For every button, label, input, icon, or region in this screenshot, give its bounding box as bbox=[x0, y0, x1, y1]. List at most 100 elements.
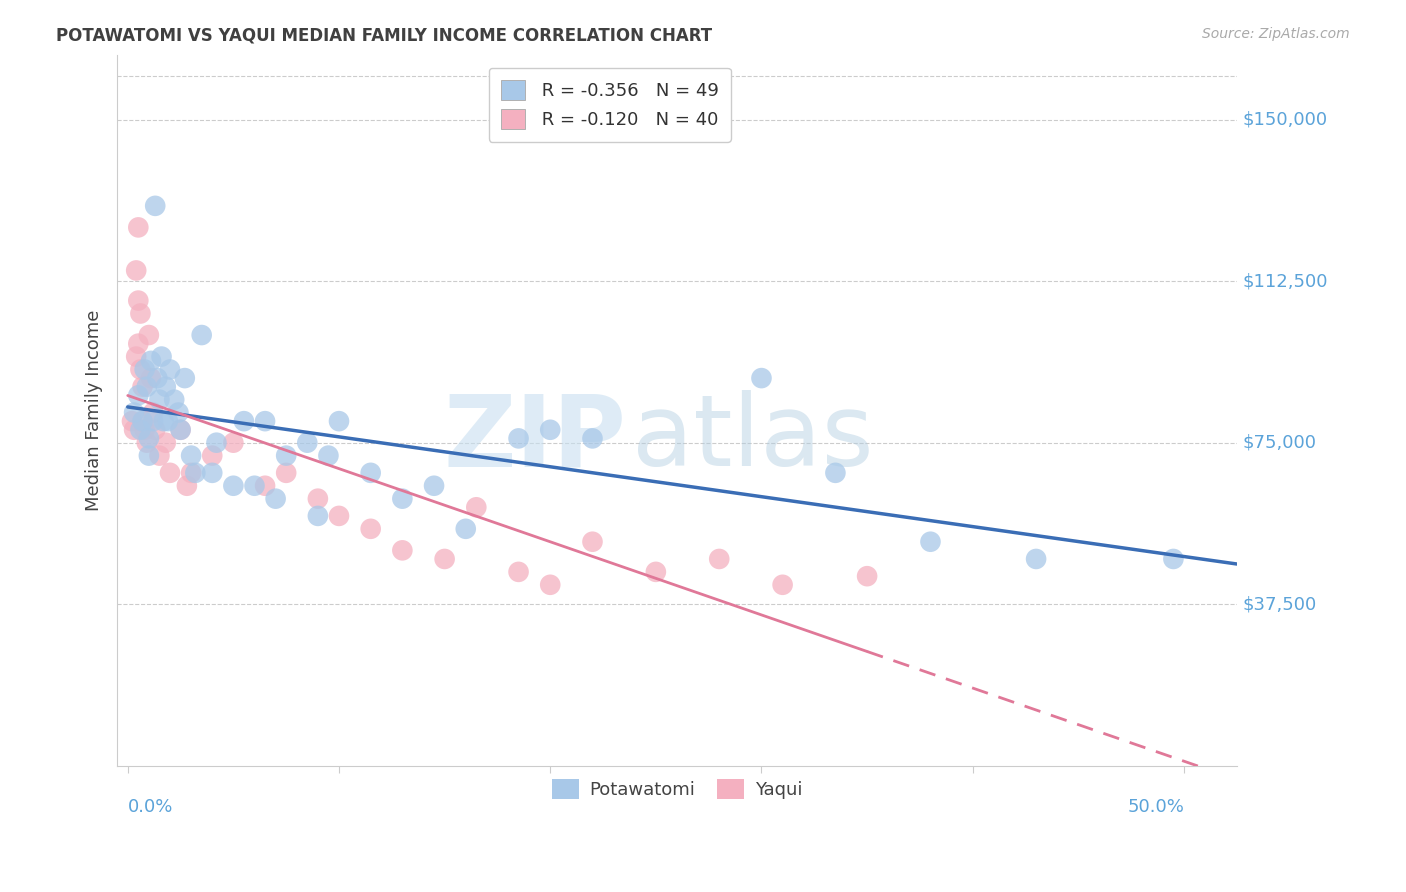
Point bbox=[127, 293, 149, 308]
Text: 0.0%: 0.0% bbox=[128, 797, 173, 815]
Point bbox=[142, 414, 165, 428]
Text: $112,500: $112,500 bbox=[1243, 272, 1327, 290]
Point bbox=[222, 435, 245, 450]
Point bbox=[134, 362, 156, 376]
Y-axis label: Median Family Income: Median Family Income bbox=[86, 310, 103, 511]
Point bbox=[1025, 552, 1047, 566]
Point bbox=[184, 466, 207, 480]
Point bbox=[201, 449, 224, 463]
Point bbox=[276, 466, 298, 480]
Point bbox=[920, 534, 942, 549]
Point bbox=[173, 371, 195, 385]
Text: $150,000: $150,000 bbox=[1243, 111, 1327, 128]
Point bbox=[139, 371, 162, 385]
Point bbox=[508, 565, 530, 579]
Point bbox=[391, 543, 413, 558]
Point bbox=[465, 500, 488, 515]
Point bbox=[232, 414, 254, 428]
Point bbox=[131, 414, 153, 428]
Text: $75,000: $75,000 bbox=[1243, 434, 1316, 451]
Point bbox=[163, 392, 186, 407]
Point bbox=[135, 380, 157, 394]
Point bbox=[169, 423, 191, 437]
Point bbox=[152, 414, 174, 428]
Point bbox=[148, 449, 170, 463]
Point bbox=[159, 466, 181, 480]
Point bbox=[167, 405, 190, 419]
Point bbox=[159, 362, 181, 376]
Point bbox=[135, 435, 157, 450]
Text: ZIP: ZIP bbox=[444, 391, 627, 487]
Point bbox=[709, 552, 731, 566]
Legend: Potawatomi, Yaqui: Potawatomi, Yaqui bbox=[544, 772, 810, 806]
Point bbox=[122, 423, 145, 437]
Text: POTAWATOMI VS YAQUI MEDIAN FAMILY INCOME CORRELATION CHART: POTAWATOMI VS YAQUI MEDIAN FAMILY INCOME… bbox=[56, 27, 713, 45]
Point bbox=[205, 435, 228, 450]
Point bbox=[129, 306, 152, 320]
Point bbox=[131, 380, 153, 394]
Point bbox=[148, 392, 170, 407]
Point bbox=[176, 479, 198, 493]
Point bbox=[131, 414, 153, 428]
Point bbox=[454, 522, 477, 536]
Point bbox=[360, 466, 382, 480]
Point bbox=[772, 578, 794, 592]
Text: 50.0%: 50.0% bbox=[1128, 797, 1184, 815]
Point bbox=[581, 534, 603, 549]
Point bbox=[538, 423, 561, 437]
Point bbox=[856, 569, 879, 583]
Point bbox=[139, 354, 162, 368]
Point bbox=[143, 423, 166, 437]
Point bbox=[423, 479, 446, 493]
Point bbox=[138, 449, 160, 463]
Point bbox=[391, 491, 413, 506]
Point bbox=[297, 435, 319, 450]
Point bbox=[127, 388, 149, 402]
Point bbox=[307, 491, 329, 506]
Point bbox=[180, 466, 202, 480]
Point bbox=[360, 522, 382, 536]
Point bbox=[155, 435, 177, 450]
Point bbox=[254, 414, 277, 428]
Point bbox=[644, 565, 666, 579]
Point bbox=[276, 449, 298, 463]
Point bbox=[143, 199, 166, 213]
Point bbox=[129, 362, 152, 376]
Point bbox=[129, 423, 152, 437]
Point bbox=[328, 414, 350, 428]
Point bbox=[122, 405, 145, 419]
Point bbox=[243, 479, 266, 493]
Point bbox=[1163, 552, 1185, 566]
Point bbox=[125, 263, 148, 277]
Point bbox=[254, 479, 277, 493]
Point bbox=[150, 350, 173, 364]
Point bbox=[824, 466, 846, 480]
Point bbox=[121, 414, 143, 428]
Point bbox=[156, 414, 179, 428]
Point bbox=[751, 371, 773, 385]
Point bbox=[328, 508, 350, 523]
Point bbox=[138, 431, 160, 445]
Point bbox=[125, 350, 148, 364]
Point bbox=[138, 328, 160, 343]
Point bbox=[581, 431, 603, 445]
Point bbox=[201, 466, 224, 480]
Point bbox=[190, 328, 212, 343]
Text: $37,500: $37,500 bbox=[1243, 595, 1316, 613]
Point bbox=[538, 578, 561, 592]
Point bbox=[127, 220, 149, 235]
Point bbox=[307, 508, 329, 523]
Point bbox=[146, 371, 169, 385]
Point bbox=[508, 431, 530, 445]
Point bbox=[169, 423, 191, 437]
Point bbox=[142, 405, 165, 419]
Point bbox=[180, 449, 202, 463]
Point bbox=[155, 380, 177, 394]
Text: Source: ZipAtlas.com: Source: ZipAtlas.com bbox=[1202, 27, 1350, 41]
Point bbox=[433, 552, 456, 566]
Point bbox=[264, 491, 287, 506]
Point bbox=[318, 449, 340, 463]
Point bbox=[127, 336, 149, 351]
Point bbox=[222, 479, 245, 493]
Point bbox=[134, 423, 156, 437]
